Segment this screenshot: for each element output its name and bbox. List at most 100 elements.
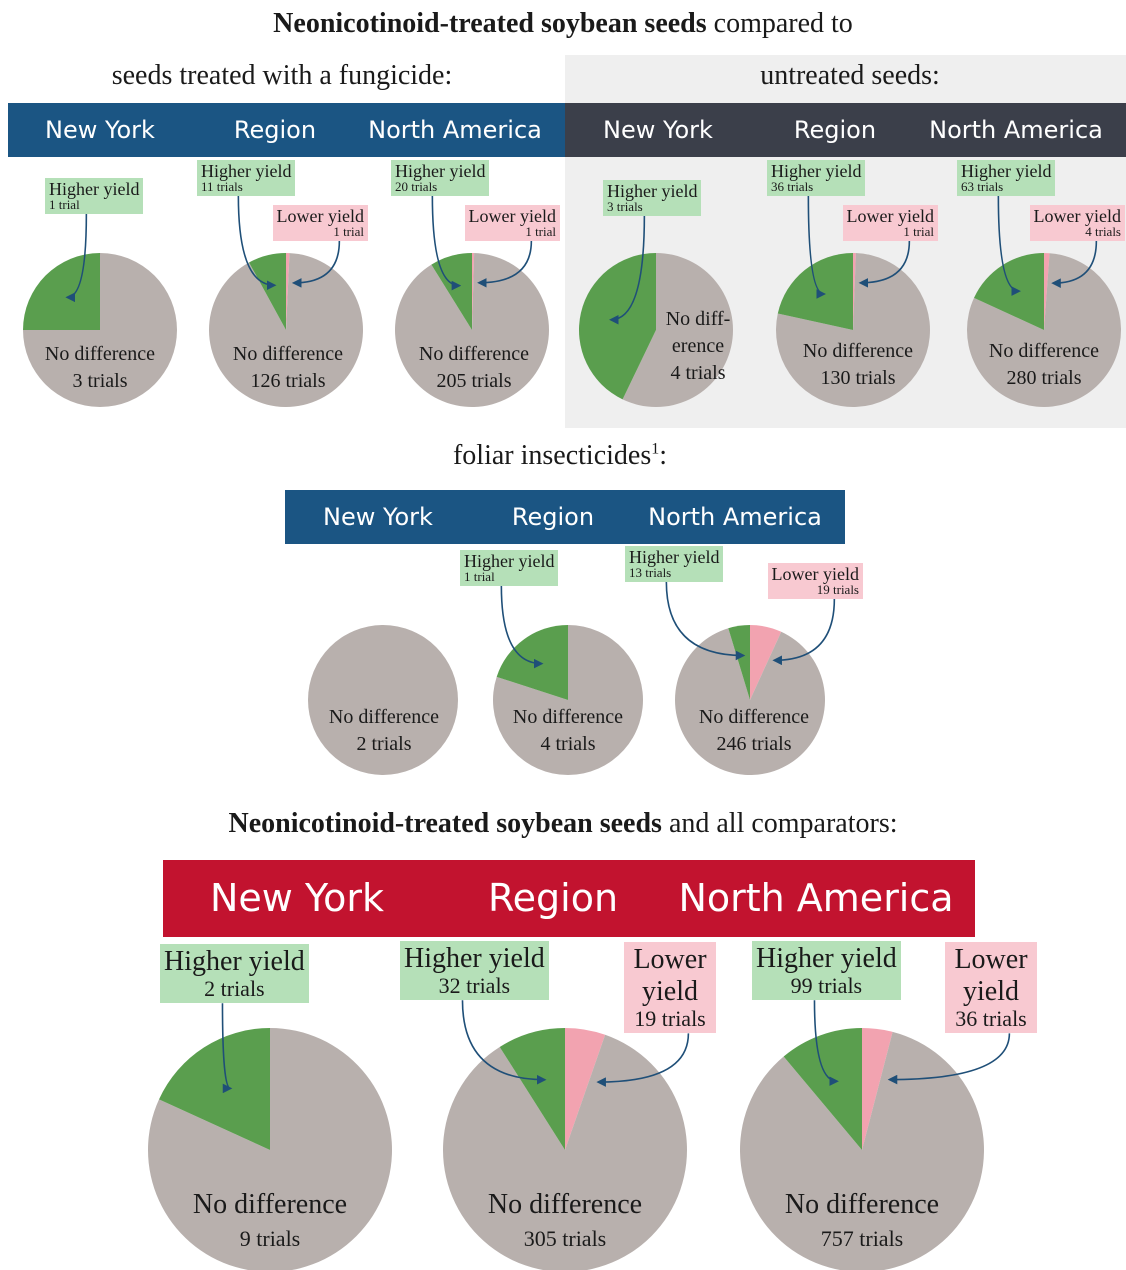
pie-slice [159,1028,270,1150]
no-difference-label: No difference 130 trials [803,338,913,392]
higher-yield-label: Higher yield 2 trials [160,944,309,1004]
arrow [665,581,746,661]
category-label: Higher yield [607,181,698,201]
category-label: Higher yield [49,179,140,199]
category-label: Higher yield [464,551,555,571]
arrow [237,195,277,291]
value-label: 20 trials [395,179,438,194]
pie-slice [499,1028,565,1150]
pie-slice [395,253,549,407]
pie-slice [431,253,472,330]
value-label: 246 trials [716,733,792,755]
category-label: No difference [784,1189,940,1220]
higher-yield-label: Higher yield 20 trials [391,160,490,196]
lower-yield-label: Lower yield 4 trials [1029,205,1125,241]
higher-yield-label: Higher yield 32 trials [400,941,549,1001]
value-label: 19 trials [634,1006,706,1032]
banner-label: North America [929,116,1103,144]
banner-label: New York [603,116,713,144]
title: Neonicotinoid-treated soybean seeds compa… [273,8,853,39]
pie-slice [308,625,458,775]
no-difference-label: No diff-erence 4 trials [658,306,738,387]
category-label: Higher yield [756,943,897,974]
arrow [1051,240,1098,288]
pie-slice [777,253,853,330]
arrow [772,598,836,666]
value-label: 126 trials [250,370,326,392]
arrow [807,195,826,299]
higher-yield-label: Higher yield 63 trials [957,160,1056,196]
arrow [461,1000,547,1085]
higher-yield-label: Higher yield 99 trials [752,941,901,1001]
arrow [291,240,341,288]
lower-yield-label: Lower yield 19 trials [624,942,716,1034]
value-label: 2 trials [204,976,265,1002]
category-label: Higher yield [201,161,292,181]
arrow [813,1000,839,1086]
higher-yield-label: Higher yield 13 trials [625,546,724,582]
pie-slice [472,253,475,330]
lower-yield-label: Lower yield 1 trial [272,205,368,241]
value-label: 4 trials [670,362,726,384]
value-label: 1 trial [49,197,80,212]
banner [8,103,565,157]
banner-label: North America [368,116,542,144]
banner [285,490,845,544]
pie-slice [565,1028,606,1150]
group-label: foliar insecticides1: [452,440,668,471]
pie-slice [208,253,363,407]
pie-slice [974,253,1044,330]
category-label: Lower yield [633,944,707,1008]
value-label: 1 trial [464,569,495,584]
higher-yield-label: Higher yield 36 trials [767,160,866,196]
no-difference-label: No difference 3 trials [45,341,155,395]
value-label: 9 trials [239,1225,301,1251]
no-difference-label: No difference 757 trials [785,1186,939,1253]
category-label: Higher yield [961,161,1052,181]
category-label: No diff-erence [665,308,731,357]
value-label: 205 trials [436,370,512,392]
no-difference-label: No difference 4 trials [513,704,623,758]
value-label: 36 trials [771,179,814,194]
value-label: 130 trials [820,367,896,389]
value-label: 280 trials [1006,367,1082,389]
category-label: Lower yield [771,564,859,584]
category-label: No difference [487,1189,643,1220]
group-label: seeds treated with a fungicide: [111,60,453,91]
no-difference-label: No difference 126 trials [233,341,343,395]
arrow [596,1033,690,1087]
pie-slice [286,253,290,330]
pie-slice [750,625,782,700]
category-label: Lower yield [468,206,556,226]
category-label: Lower yield [1033,206,1121,226]
banner-label: New York [45,116,155,144]
arrow [858,240,911,288]
pie-slice [967,253,1121,407]
value-label: 305 trials [523,1225,607,1251]
lower-yield-label: Lower yield 1 trial [464,205,560,241]
value-label: 19 trials [816,582,859,597]
category-label: No difference [232,343,344,365]
category-label: Lower yield [954,944,1028,1008]
category-label: Higher yield [164,946,305,977]
banner [565,103,1126,157]
pie-slice [728,625,750,700]
summary-title: Neonicotinoid-treated soybean seeds and a… [228,808,898,839]
pie-slice [622,253,733,407]
pie-slice [443,1034,687,1270]
arrow [221,1003,233,1094]
higher-yield-label: Higher yield 1 trial [45,178,144,214]
category-label: No difference [44,343,156,365]
category-label: Lower yield [846,206,934,226]
no-difference-label: No difference 205 trials [419,341,529,395]
pie-slice [862,1028,893,1150]
category-label: Higher yield [771,161,862,181]
higher-yield-label: Higher yield 11 trials [197,160,296,196]
category-label: No difference [192,1189,348,1220]
pie-slice [740,1031,984,1270]
no-difference-label: No difference 305 trials [488,1186,642,1253]
arrow [500,585,544,669]
banner-label: New York [209,876,385,920]
